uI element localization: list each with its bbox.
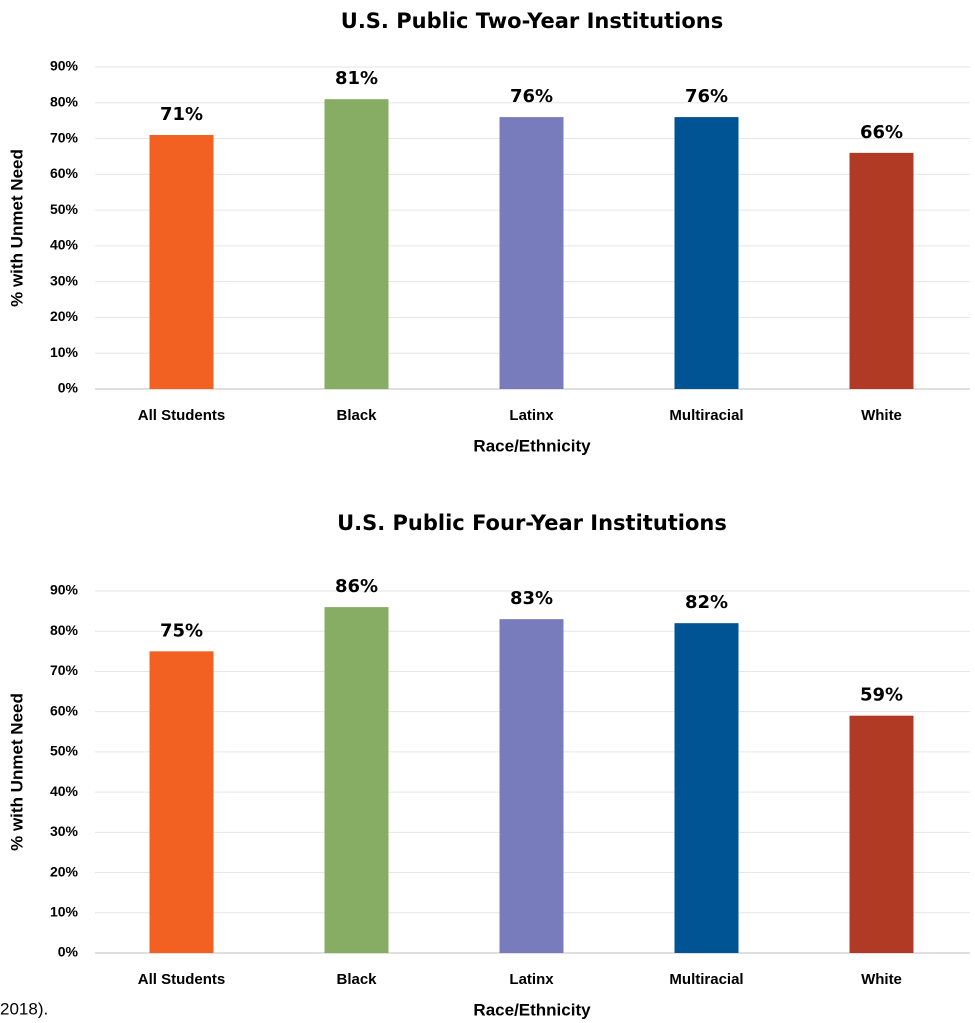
bar — [324, 99, 389, 389]
x-tick-label: All Students — [138, 407, 226, 424]
y-tick-label: 60% — [50, 702, 79, 718]
bar — [499, 117, 564, 389]
x-tick-label: Multiracial — [669, 971, 743, 988]
bar — [849, 152, 914, 389]
y-tick-label: 60% — [50, 165, 79, 181]
bar — [849, 715, 914, 953]
data-label: 81% — [335, 68, 378, 89]
y-tick-label: 10% — [50, 344, 79, 360]
x-tick-label: White — [861, 407, 902, 424]
y-tick-label: 10% — [50, 903, 79, 919]
data-label: 82% — [685, 592, 728, 613]
data-label: 66% — [860, 122, 903, 143]
bar — [499, 619, 564, 953]
y-tick-label: 20% — [50, 863, 79, 879]
data-label: 76% — [510, 86, 553, 107]
y-tick-label: 80% — [50, 622, 79, 638]
y-tick-label: 80% — [50, 93, 79, 109]
y-tick-label: 40% — [50, 783, 79, 799]
y-tick-label: 0% — [58, 944, 79, 960]
chart-title: U.S. Public Four-Year Institutions — [337, 511, 727, 535]
data-label: 75% — [160, 620, 203, 641]
y-tick-label: 50% — [50, 743, 79, 759]
y-tick-label: 30% — [50, 823, 79, 839]
x-tick-label: Latinx — [509, 971, 554, 988]
x-tick-label: All Students — [138, 971, 226, 988]
chart-title: U.S. Public Two-Year Institutions — [341, 9, 723, 33]
x-tick-label: Black — [336, 407, 377, 424]
y-tick-label: 90% — [50, 58, 79, 74]
data-label: 76% — [685, 86, 728, 107]
bar — [674, 117, 739, 389]
y-tick-label: 70% — [50, 129, 79, 145]
x-tick-label: White — [861, 971, 902, 988]
data-label: 83% — [510, 588, 553, 609]
y-tick-label: 30% — [50, 272, 79, 288]
bar — [149, 651, 214, 953]
y-axis-title: % with Unmet Need — [7, 149, 26, 307]
y-tick-label: 90% — [50, 582, 79, 598]
x-axis-title: Race/Ethnicity — [473, 1000, 591, 1019]
bar — [149, 134, 214, 389]
bar — [674, 623, 739, 953]
x-tick-label: Black — [336, 971, 377, 988]
bar — [324, 607, 389, 953]
data-label: 71% — [160, 104, 203, 125]
x-tick-label: Multiracial — [669, 407, 743, 424]
footnote-fragment: 2018). — [0, 999, 48, 1018]
y-tick-label: 40% — [50, 237, 79, 253]
x-axis-title: Race/Ethnicity — [473, 436, 591, 455]
y-tick-label: 70% — [50, 662, 79, 678]
data-label: 59% — [860, 685, 903, 706]
data-label: 86% — [335, 576, 378, 597]
y-tick-label: 0% — [58, 380, 79, 396]
x-tick-label: Latinx — [509, 407, 554, 424]
y-axis-title: % with Unmet Need — [7, 693, 26, 851]
y-tick-label: 50% — [50, 201, 79, 217]
y-tick-label: 20% — [50, 308, 79, 324]
